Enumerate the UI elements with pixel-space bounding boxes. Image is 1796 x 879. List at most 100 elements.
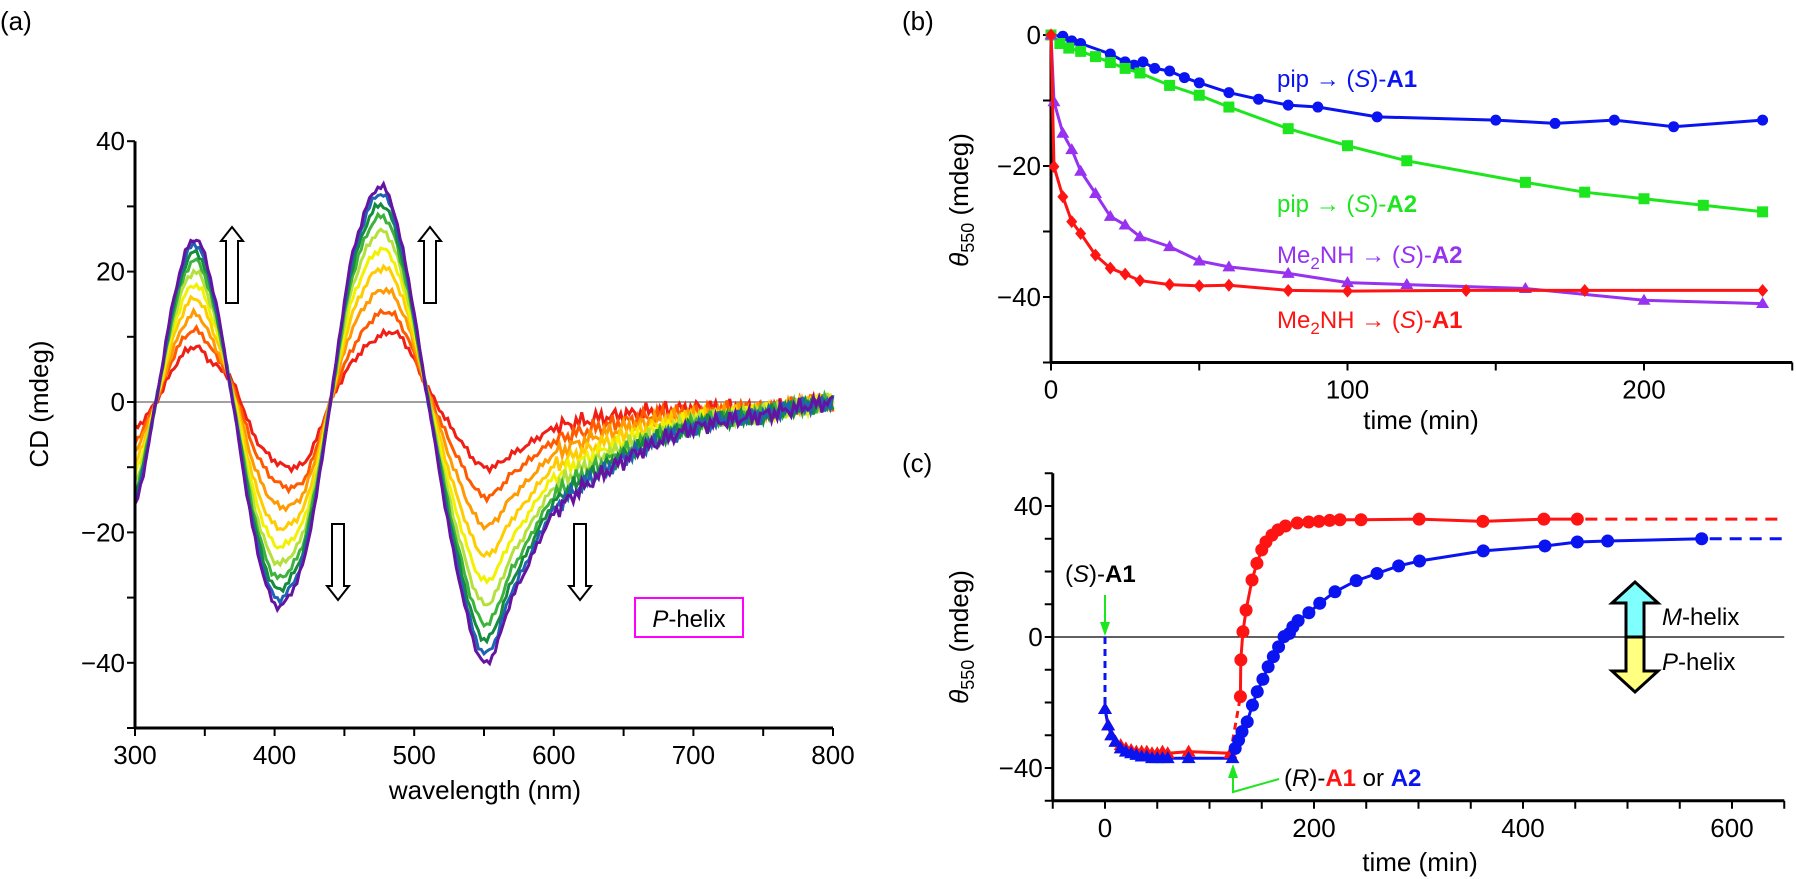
panel-c-x-axis-label: time (min) <box>1362 847 1478 877</box>
data-point-circle <box>1245 698 1259 712</box>
data-point-square <box>1342 140 1353 152</box>
data-point-circle <box>1349 574 1363 588</box>
data-point-diamond <box>1193 279 1205 293</box>
data-point-diamond <box>1104 261 1116 275</box>
data-point-triangle <box>1341 276 1354 288</box>
ylabel-units: (mdeg) <box>944 133 974 223</box>
x-tick-label: 800 <box>811 740 854 770</box>
data-point-square <box>1164 79 1176 91</box>
data-point-circle <box>1323 513 1337 527</box>
data-point-circle <box>1370 566 1384 580</box>
second-addition-label: (R)-A1 or A2 <box>1284 765 1421 792</box>
data-point-circle <box>1601 534 1615 548</box>
data-point-triangle <box>1133 230 1147 242</box>
data-point-triangle <box>1181 751 1196 764</box>
y-tick-label: −40 <box>81 648 125 678</box>
data-point-circle <box>1233 690 1247 704</box>
lbl-or: or <box>1356 765 1391 792</box>
second-addition-arrow-up-icon <box>1228 764 1238 778</box>
data-point-circle <box>1570 512 1584 526</box>
data-point-circle <box>1250 685 1264 699</box>
panel-a-cd-spectra: 300 400 500 600 700 800 40 20 0 −20 −40 P-helix <box>81 126 855 770</box>
data-point-diamond <box>1045 28 1057 42</box>
series-label-1-pre: pip → ( <box>1277 191 1354 218</box>
trend-arrow-down-icon <box>566 523 594 602</box>
series-line <box>1050 33 1763 129</box>
first-addition-label: (S)-A1 <box>1065 561 1136 588</box>
x-tick-label: 600 <box>532 740 575 770</box>
data-point-triangle <box>1088 187 1102 199</box>
data-point-circle <box>1490 114 1502 126</box>
x-tick-label: 700 <box>672 740 715 770</box>
data-point-circle <box>1235 725 1249 739</box>
data-point-circle <box>1476 514 1490 528</box>
data-point-circle <box>1239 603 1253 617</box>
series-a2-line <box>1103 537 1702 760</box>
x-tick-label: 500 <box>393 740 436 770</box>
cd-spectrum-1 <box>133 307 835 504</box>
x-tick-label: 0 <box>1044 375 1058 405</box>
addition-arrow-down-icon <box>1100 622 1110 636</box>
m-helix-arrow-up-icon <box>1608 579 1662 639</box>
data-point-circle <box>1291 614 1305 628</box>
panel-label-c: (c) <box>902 448 932 478</box>
data-point-circle <box>1413 554 1427 568</box>
data-point-diamond <box>1460 283 1472 297</box>
x-tick-label: 600 <box>1710 813 1753 843</box>
data-point-triangle <box>1181 744 1196 757</box>
series-label-0-bold: A1 <box>1386 66 1417 93</box>
data-point-circle <box>1149 62 1161 74</box>
data-point-circle <box>1250 556 1264 570</box>
data-point-circle <box>1476 544 1490 558</box>
data-point-triangle <box>1192 254 1206 266</box>
data-point-triangle <box>1074 164 1088 176</box>
series-label-2-it: S <box>1400 242 1416 269</box>
series-label-2-pre: Me <box>1277 242 1310 269</box>
data-point-circle <box>1261 660 1275 674</box>
data-point-diamond <box>1223 278 1235 292</box>
series-label-2-sub: 2 <box>1310 254 1319 273</box>
y-tick-label: 0 <box>1027 20 1041 50</box>
y-tick-label: 40 <box>96 126 125 156</box>
theta-subscript: 550 <box>958 660 978 690</box>
p-helix-arrow-down-icon <box>1608 635 1662 695</box>
panel-label-a: (a) <box>0 6 32 36</box>
data-point-square <box>1401 155 1413 167</box>
data-point-circle <box>1570 535 1584 549</box>
theta-subscript: 550 <box>958 223 978 253</box>
series-label-0-pre: pip → ( <box>1277 66 1354 93</box>
x-tick-label: 200 <box>1292 813 1335 843</box>
data-point-diamond <box>1075 226 1087 240</box>
series-label-1: pip → (S)-A2 <box>1277 191 1417 218</box>
data-point-triangle <box>1281 266 1295 278</box>
data-point-circle <box>1695 532 1709 546</box>
data-point-circle <box>1412 512 1426 526</box>
series-a1-line-phase2 <box>1238 517 1578 697</box>
y-tick-label: −20 <box>81 517 125 547</box>
x-tick-label: 100 <box>1326 375 1369 405</box>
p-helix-label-rest: -helix <box>668 606 725 633</box>
series-1 <box>1045 29 1769 218</box>
series-label-0: pip → (S)-A1 <box>1277 66 1417 93</box>
data-point-circle <box>1354 513 1368 527</box>
lbl-mid: )- <box>1309 765 1325 792</box>
panel-a-y-axis-label: CD (mdeg) <box>24 340 54 467</box>
y-tick-label: 20 <box>96 257 125 287</box>
lbl-it: R <box>1292 765 1309 792</box>
data-point-circle <box>1236 625 1250 639</box>
series-label-0-mid: )- <box>1370 66 1386 93</box>
data-point-square <box>1638 193 1650 205</box>
cd-spectrum-0 <box>134 327 834 475</box>
data-point-circle <box>1137 56 1149 68</box>
p-helix-label: P-helix <box>652 606 725 633</box>
data-point-circle <box>1178 72 1190 84</box>
lbl-rest: -helix <box>1682 604 1739 631</box>
data-point-square <box>1075 45 1087 57</box>
data-point-triangle <box>1160 751 1175 764</box>
lbl-a1: A1 <box>1325 765 1356 792</box>
panel-label-b: (b) <box>902 6 934 36</box>
data-point-circle <box>1757 114 1769 126</box>
data-point-triangle <box>1056 126 1070 138</box>
